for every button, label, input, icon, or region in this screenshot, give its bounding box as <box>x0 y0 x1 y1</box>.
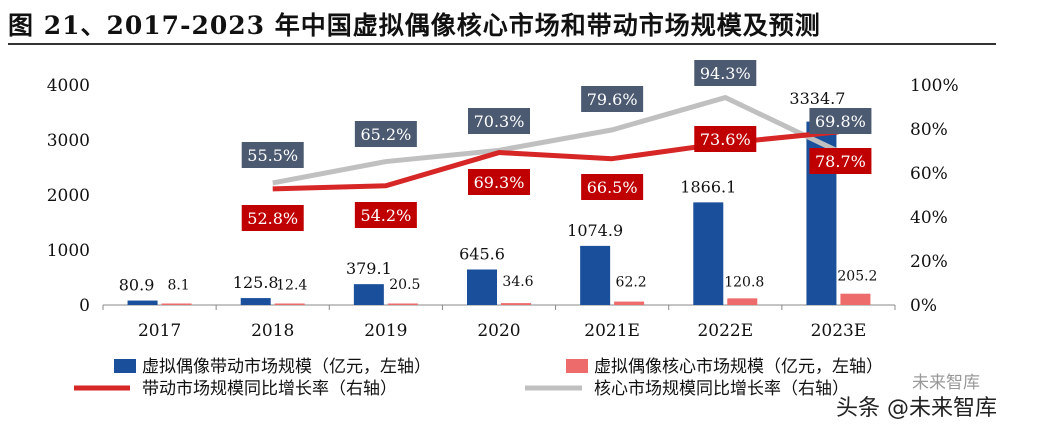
bar-core-value-label: 34.6 <box>502 274 533 290</box>
drive-growth-label: 66.5% <box>587 178 638 197</box>
x-tick-label: 2017 <box>138 321 181 341</box>
x-tick-label: 2020 <box>477 321 520 341</box>
y-right-tick-label: 60% <box>910 164 948 184</box>
bar-core-market <box>161 303 192 305</box>
bar-core-value-label: 20.5 <box>389 277 420 293</box>
x-tick-label: 2018 <box>251 321 294 341</box>
legend-label-drive-market: 虚拟偶像带动市场规模（亿元，左轴） <box>142 357 431 377</box>
legend-swatch-drive-market <box>114 359 136 373</box>
bar-core-market <box>387 303 418 305</box>
y-left-tick-label: 3000 <box>47 131 90 151</box>
y-left-tick-label: 0 <box>79 296 90 316</box>
drive-growth-label-box <box>354 202 417 228</box>
drive-growth-label: 69.3% <box>474 173 525 192</box>
drive-growth-label-box <box>241 205 304 231</box>
core-growth-label: 70.3% <box>474 112 525 131</box>
y-left-tick-label: 4000 <box>47 76 90 96</box>
y-right-tick-label: 100% <box>910 76 959 96</box>
bar-core-value-label: 120.8 <box>724 274 764 290</box>
watermark-top: 未来智库 <box>912 373 980 393</box>
bar-drive-market <box>580 245 611 305</box>
bar-drive-market <box>127 300 158 305</box>
title-rule <box>8 43 996 45</box>
bar-core-value-label: 8.1 <box>167 278 189 294</box>
y-right-tick-label: 80% <box>910 120 948 140</box>
legend-label-core-market: 虚拟偶像核心市场规模（亿元，左轴） <box>594 357 883 377</box>
bar-drive-value-label: 645.6 <box>459 244 505 263</box>
line-core-growth <box>272 95 840 186</box>
drive-growth-label: 54.2% <box>360 206 411 225</box>
watermark-bottom: 头条 @未来智库 <box>836 396 997 421</box>
bar-drive-value-label: 1866.1 <box>680 177 736 196</box>
bar-core-value-label: 205.2 <box>837 269 877 285</box>
bar-drive-market <box>353 284 384 305</box>
core-growth-label: 94.3% <box>700 64 751 83</box>
y-left-tick-label: 2000 <box>47 186 90 206</box>
x-tick-label: 2022E <box>697 321 753 341</box>
x-tick-label: 2023E <box>811 321 867 341</box>
legend-label-core-growth: 核心市场规模同比增长率（右轴） <box>594 379 849 399</box>
core-growth-label-box <box>241 142 304 168</box>
bar-core-value-label: 62.2 <box>616 275 647 291</box>
y-right-tick-label: 0% <box>910 296 937 316</box>
drive-growth-label: 52.8% <box>247 209 298 228</box>
bar-drive-value-label: 3334.7 <box>789 89 845 108</box>
x-tick-label: 2021E <box>584 321 640 341</box>
chart-title: 图 21、2017-2023 年中国虚拟偶像核心市场和带动市场规模及预测 <box>8 11 821 40</box>
core-growth-label-box <box>468 108 530 134</box>
drive-growth-label-box <box>581 174 644 200</box>
bar-core-market <box>614 301 645 305</box>
drive-growth-label-box <box>468 169 530 195</box>
bar-core-market <box>727 298 758 305</box>
bar-drive-market <box>240 298 271 305</box>
x-tick-label: 2019 <box>364 321 407 341</box>
bar-drive-market <box>467 269 497 305</box>
y-right-tick-label: 20% <box>910 252 948 272</box>
drive-growth-label-box <box>809 148 872 174</box>
bar-core-value-label: 12.4 <box>276 277 307 293</box>
core-growth-label-box <box>694 60 757 86</box>
core-growth-label-box <box>354 121 417 147</box>
bar-drive-value-label: 80.9 <box>119 276 155 295</box>
core-growth-label: 79.6% <box>587 90 638 109</box>
bar-drive-value-label: 1074.9 <box>567 221 623 240</box>
bar-core-market <box>274 303 305 305</box>
drive-growth-label: 78.7% <box>815 152 866 171</box>
bar-core-market <box>840 293 871 305</box>
core-growth-label: 69.8% <box>815 112 866 131</box>
legend-swatch-core-market <box>566 359 588 373</box>
core-growth-label-box <box>581 86 644 112</box>
legend-label-drive-growth: 带动市场规模同比增长率（右轴） <box>142 379 397 399</box>
core-growth-label: 55.5% <box>247 146 298 165</box>
core-growth-label: 65.2% <box>360 125 411 144</box>
y-right-tick-label: 40% <box>910 208 948 228</box>
drive-growth-label: 73.6% <box>700 130 751 149</box>
drive-growth-label-box <box>694 126 757 152</box>
bar-core-market <box>501 303 531 305</box>
bar-drive-value-label: 379.1 <box>346 259 392 278</box>
core-growth-label-box <box>809 108 872 134</box>
y-left-tick-label: 1000 <box>47 241 90 261</box>
bar-drive-market <box>693 202 724 305</box>
bar-drive-value-label: 125.8 <box>233 273 279 292</box>
